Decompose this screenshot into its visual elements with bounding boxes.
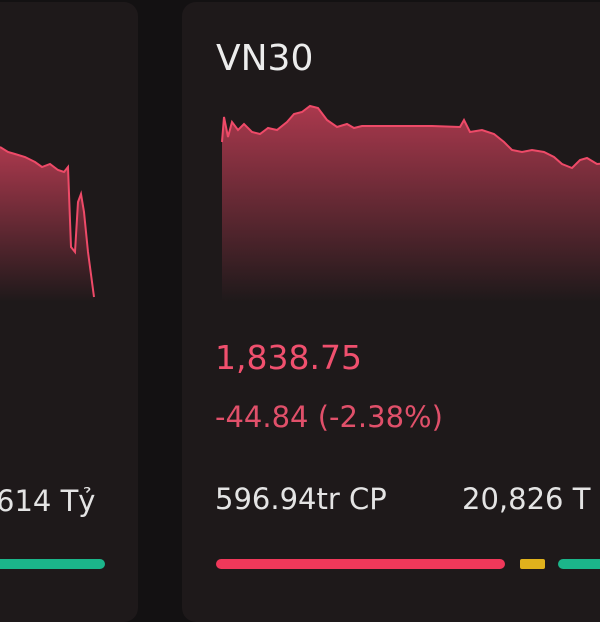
turnover: 20,826 T [462, 482, 591, 516]
sparkline-line [221, 104, 600, 170]
index-card[interactable]: 614 Tỷ [0, 2, 138, 622]
advancers-bar [558, 559, 600, 569]
sparkline [221, 104, 600, 302]
index-card[interactable]: VN30 1,838.75 -44.84 (-2.38%) 596.94tr C… [182, 2, 600, 622]
sparkline-line [0, 146, 95, 298]
turnover: 614 Tỷ [0, 484, 96, 518]
unchanged-bar [520, 559, 545, 569]
sparkline-area [222, 106, 600, 302]
volume: 596.94tr CP [215, 482, 387, 516]
breadth-bar [0, 559, 105, 569]
sparkline [0, 146, 95, 302]
decliners-bar [216, 559, 505, 569]
sparkline-area [0, 147, 94, 302]
index-title: VN30 [216, 38, 314, 79]
price: 1,838.75 [215, 338, 362, 377]
change: -44.84 (-2.38%) [215, 400, 443, 434]
